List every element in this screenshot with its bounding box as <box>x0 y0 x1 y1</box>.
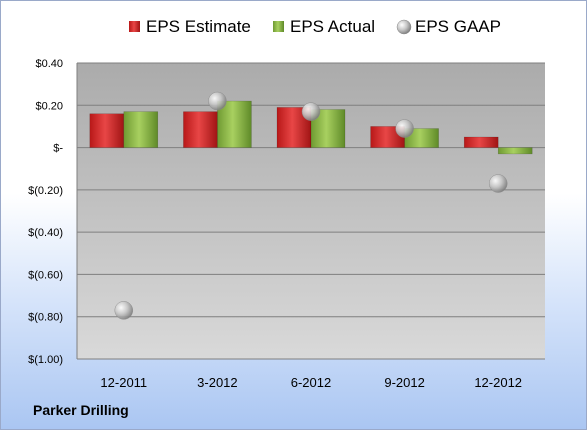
bar-eps-estimate <box>183 111 218 148</box>
bar-eps-actual <box>404 128 439 148</box>
bar-eps-estimate <box>463 136 499 148</box>
company-label: Parker Drilling <box>33 402 129 418</box>
y-tick-label: $(0.80) <box>28 312 63 324</box>
legend: EPS Estimate EPS Actual EPS GAAP <box>129 17 501 36</box>
x-tick-label: 12-2011 <box>100 375 147 390</box>
y-tick-label: $0.40 <box>35 58 63 70</box>
marker-eps-gaap <box>488 174 508 193</box>
bar-eps-actual <box>123 111 159 148</box>
gaap-markers <box>114 91 508 320</box>
legend-label: EPS GAAP <box>415 17 501 36</box>
y-tick-label: $(0.20) <box>28 185 63 197</box>
legend-swatch <box>396 19 412 35</box>
marker-eps-gaap <box>208 91 227 111</box>
bar-eps-estimate <box>89 113 125 148</box>
legend-swatch <box>273 21 284 32</box>
bar-eps-actual <box>497 147 533 155</box>
x-tick-label: 12-2012 <box>474 375 522 390</box>
y-tick-label: $0.20 <box>35 100 63 112</box>
x-tick-label: 9-2012 <box>384 375 424 390</box>
marker-eps-gaap <box>301 102 321 121</box>
legend-label: EPS Actual <box>290 17 375 36</box>
legend-swatch <box>129 21 140 32</box>
bar-eps-actual <box>217 100 252 148</box>
y-axis: $0.40 $0.20 $- $(0.20) $(0.40) $(0.60) $(0.80)… <box>28 58 78 366</box>
marker-eps-gaap <box>114 301 134 320</box>
marker-eps-gaap <box>395 119 414 138</box>
y-tick-label: $(1.00) <box>28 354 63 366</box>
x-tick-label: 3-2012 <box>197 375 237 390</box>
x-tick-label: 6-2012 <box>291 375 331 390</box>
y-tick-label: $(0.40) <box>28 227 63 239</box>
legend-label: EPS Estimate <box>146 17 251 36</box>
y-tick-label: $(0.60) <box>28 269 63 281</box>
y-tick-label: $- <box>53 143 63 155</box>
x-axis: 12-2011 3-2012 6-2012 9-2012 12-2012 <box>100 375 522 390</box>
